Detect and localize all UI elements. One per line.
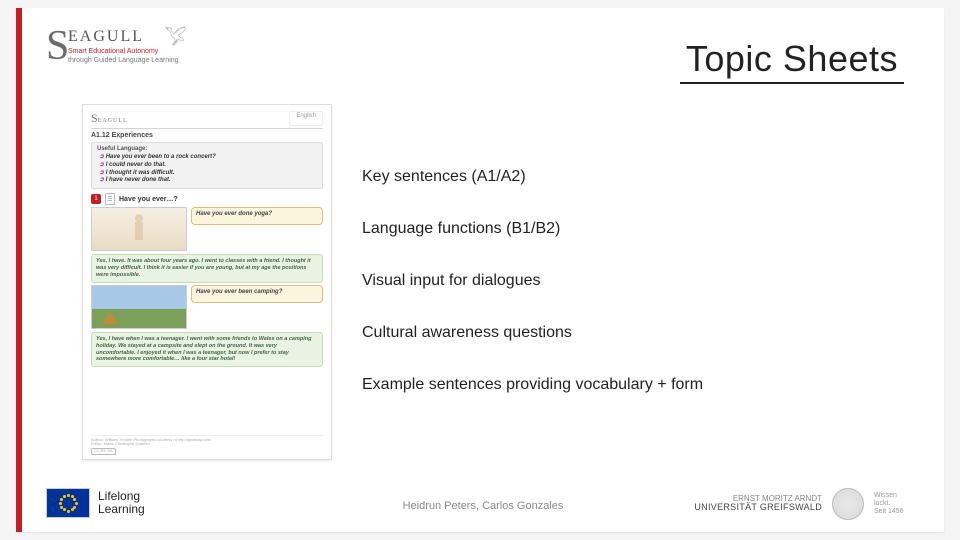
useful-list: Have you ever been to a rock concert? I … xyxy=(97,154,317,185)
camping-photo xyxy=(91,285,187,329)
answer-box: Yes, I have. It was about four years ago… xyxy=(91,254,323,283)
thumb-header: SEAGULL English xyxy=(91,111,323,129)
page-title: Topic Sheets xyxy=(680,38,904,84)
ll-line2: Learning xyxy=(98,503,145,516)
useful-item: I could never do that. xyxy=(99,162,317,170)
list-item: Example sentences providing vocabulary +… xyxy=(362,376,922,394)
thumb-topic: A1.12 Experiences xyxy=(91,132,323,139)
uni-line2: UNIVERSITÄT GREIFSWALD xyxy=(694,503,822,513)
sheet-icon xyxy=(105,193,115,205)
speech-bubble: Have you ever been camping? xyxy=(191,285,323,303)
question-row: 1 Have you ever…? xyxy=(91,193,323,205)
answer-box: Yes, I have when I was a teenager. I wen… xyxy=(91,332,323,368)
eu-lifelong-logo: Lifelong Learning xyxy=(46,488,145,518)
list-item: Language functions (B1/B2) xyxy=(362,220,922,238)
useful-language-box: Useful Language: Have you ever been to a… xyxy=(91,142,323,189)
thumb-logo: SEAGULL xyxy=(91,111,128,126)
seagull-logo: S EAGULL Smart Educational Autonomy thro… xyxy=(46,26,226,74)
worksheet-thumbnail: SEAGULL English A1.12 Experiences Useful… xyxy=(82,104,332,460)
useful-item: Have you ever been to a rock concert? xyxy=(99,154,317,162)
list-item: Cultural awareness questions xyxy=(362,324,922,342)
thumb-language: English xyxy=(289,111,323,126)
dialogue-row: Have you ever been camping? xyxy=(91,285,323,329)
dialogue-row: Have you ever done yoga? xyxy=(91,207,323,251)
yoga-photo xyxy=(91,207,187,251)
university-motto: Wissen lockt. Seit 1456 xyxy=(874,492,914,515)
university-name: ERNST MORITZ ARNDT UNIVERSITÄT GREIFSWAL… xyxy=(694,495,822,514)
question-title: Have you ever…? xyxy=(119,196,178,203)
list-item: Visual input for dialogues xyxy=(362,272,922,290)
useful-item: I have never done that. xyxy=(99,177,317,185)
thumb-credits-2: Editor: Marie-Christophe Graefen xyxy=(91,442,323,447)
question-number: 1 xyxy=(91,194,101,204)
lifelong-learning-text: Lifelong Learning xyxy=(98,490,145,516)
authors: Heidrun Peters, Carlos Gonzales xyxy=(403,500,564,512)
box-header: Useful Language: xyxy=(97,146,317,152)
university-seal-icon xyxy=(832,488,864,520)
useful-item: I thought it was difficult. xyxy=(99,170,317,178)
logo-letter-s: S xyxy=(46,22,69,70)
university-logo: ERNST MORITZ ARNDT UNIVERSITÄT GREIFSWAL… xyxy=(694,488,914,520)
cc-badge: CC BY-SA xyxy=(91,448,116,455)
logo-subtitle-2: through Guided Language Learning xyxy=(68,57,179,64)
thumb-footer: Author: William Treddle Photographs cour… xyxy=(91,435,323,455)
content-list: Key sentences (A1/A2) Language functions… xyxy=(362,168,922,428)
list-item: Key sentences (A1/A2) xyxy=(362,168,922,186)
slide: S EAGULL Smart Educational Autonomy thro… xyxy=(16,8,944,532)
bird-icon: 𓅯 xyxy=(164,18,190,51)
eu-flag-icon xyxy=(46,488,90,518)
logo-word: EAGULL xyxy=(68,28,144,46)
speech-bubble: Have you ever done yoga? xyxy=(191,207,323,225)
logo-subtitle-1: Smart Educational Autonomy xyxy=(68,48,158,55)
